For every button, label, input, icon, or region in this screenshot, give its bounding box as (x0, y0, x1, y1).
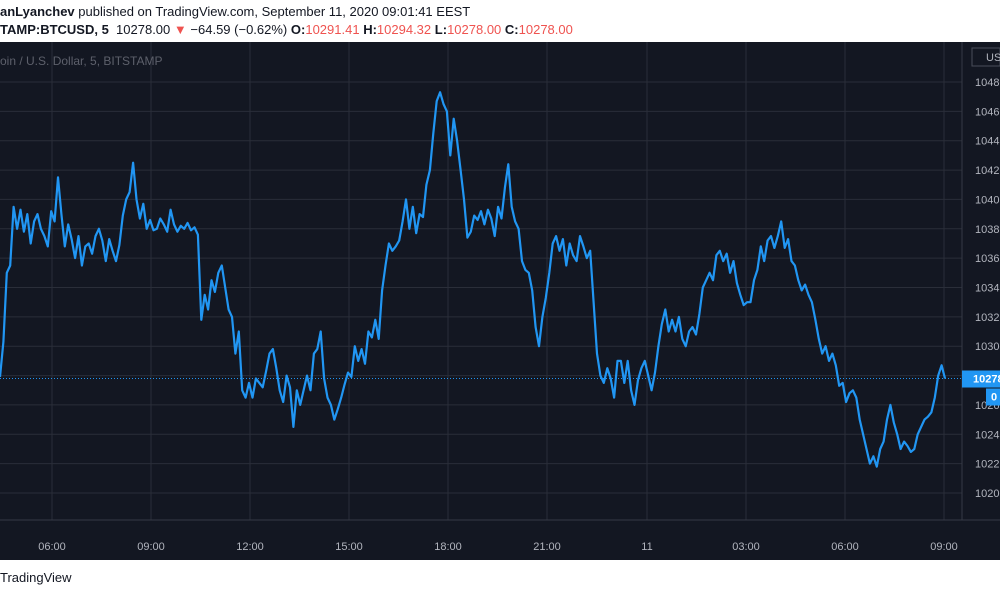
y-tick-label: 10340 (975, 283, 1000, 295)
price-chart[interactable]: oin / U.S. Dollar, 5, BITSTAMP 10200 1022… (0, 42, 1000, 560)
y-tick-label: 10440 (975, 136, 1000, 148)
x-tick-label: 21:00 (533, 541, 561, 553)
tradingview-brand[interactable]: TradingView (0, 570, 72, 585)
currency-badge-label: US (986, 52, 1000, 64)
x-tick-label: 03:00 (732, 541, 760, 553)
y-tick-label: 10220 (975, 459, 1000, 471)
y-tick-label: 10320 (975, 312, 1000, 324)
open-label: O: (290, 22, 306, 37)
last-price-tag-sub: 0 (991, 392, 997, 404)
x-tick-label: 09:00 (137, 541, 165, 553)
price-change: −64.59 (−0.62%) (190, 22, 288, 37)
footer: TradingView (0, 560, 1000, 596)
x-tick-label: 12:00 (236, 541, 264, 553)
last-price-tag: 10278 0 (962, 370, 1000, 406)
publication-line: anLyanchev published on TradingView.com,… (0, 4, 470, 19)
open-value: 10291.41 (305, 22, 360, 37)
x-tick-label: 11 (641, 541, 652, 553)
published-text: published on TradingView.com, September … (74, 4, 471, 19)
y-tick-label: 10200 (975, 488, 1000, 500)
y-tick-label: 10360 (975, 253, 1000, 265)
high-label: H: (363, 22, 377, 37)
low-value: 10278.00 (447, 22, 502, 37)
down-arrow-icon: ▼ (173, 22, 187, 37)
author-name[interactable]: anLyanchev (0, 4, 75, 19)
btc-price-line (0, 91, 947, 468)
y-tick-label: 10400 (975, 194, 1000, 206)
currency-badge[interactable] (971, 47, 1000, 67)
last-price-tag-value: 10278 (973, 374, 1000, 386)
chart-panel[interactable]: oin / U.S. Dollar, 5, BITSTAMP 10200 1022… (0, 42, 1000, 560)
x-tick-label: 09:00 (930, 541, 958, 553)
close-value: 10278.00 (518, 22, 573, 37)
series-title: oin / U.S. Dollar, 5, BITSTAMP (0, 54, 163, 68)
close-label: C: (504, 22, 519, 37)
y-tick-label: 10460 (975, 106, 1000, 118)
symbol-quote-line: TAMP:BTCUSD, 5 10278.00 ▼ −64.59 (−0.62%… (0, 22, 573, 37)
y-tick-label: 10420 (975, 165, 1000, 177)
y-tick-label: 10240 (975, 429, 1000, 441)
high-value: 10294.32 (376, 22, 432, 37)
x-tick-label: 15:00 (335, 541, 363, 553)
publication-header: anLyanchev published on TradingView.com,… (0, 0, 1000, 42)
x-tick-label: 06:00 (38, 541, 66, 553)
x-tick-label: 06:00 (831, 541, 859, 553)
x-tick-label: 18:00 (434, 541, 462, 553)
y-tick-label: 10300 (975, 341, 1000, 353)
y-tick-label: 10380 (975, 224, 1000, 236)
low-label: L: (434, 22, 448, 37)
last-price: 10278.00 (116, 22, 171, 37)
symbol-label[interactable]: TAMP:BTCUSD, 5 (0, 22, 109, 37)
